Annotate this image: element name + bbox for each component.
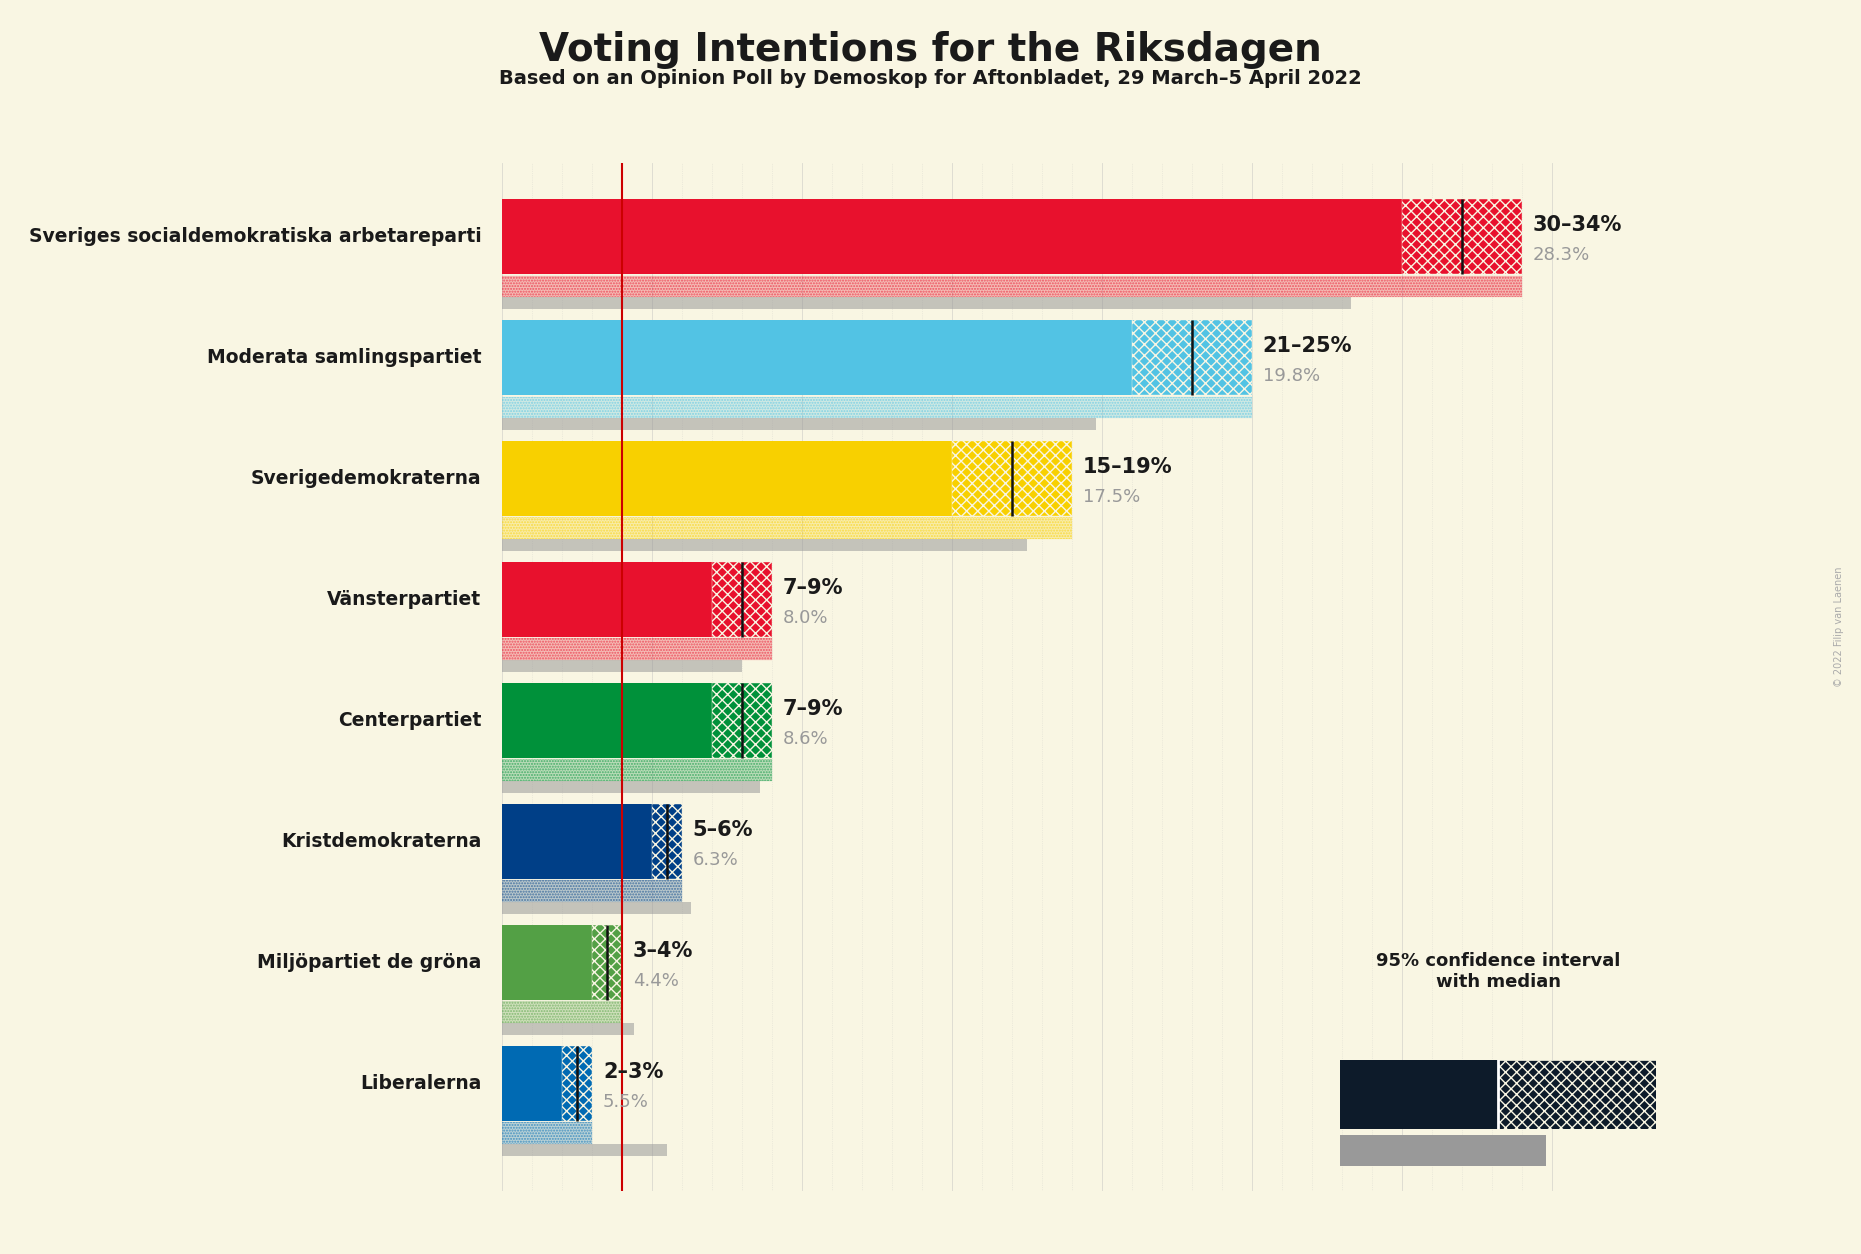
Text: Sverigedemokraterna: Sverigedemokraterna [251, 469, 482, 488]
Bar [502, 1144, 668, 1156]
Text: 28.3%: 28.3% [1532, 246, 1589, 263]
Text: 7–9%: 7–9% [783, 578, 843, 598]
Text: 2–3%: 2–3% [603, 1062, 663, 1081]
Bar [592, 925, 622, 1001]
Text: 4.4%: 4.4% [633, 972, 679, 989]
Bar [1340, 1060, 1498, 1129]
Bar [502, 199, 1401, 275]
Bar [502, 1046, 562, 1121]
Bar [502, 1023, 635, 1036]
Bar [953, 441, 1072, 517]
Bar [502, 1002, 622, 1023]
Text: Liberalerna: Liberalerna [361, 1075, 482, 1093]
Bar [1131, 320, 1252, 395]
Bar [562, 1046, 592, 1121]
Text: Kristdemokraterna: Kristdemokraterna [281, 833, 482, 851]
Bar [502, 320, 1131, 395]
Text: © 2022 Filip van Laenen: © 2022 Filip van Laenen [1833, 567, 1844, 687]
Text: Sveriges socialdemokratiska arbetareparti: Sveriges socialdemokratiska arbetarepart… [28, 227, 482, 246]
Text: 95% confidence interval
with median: 95% confidence interval with median [1375, 952, 1621, 991]
Bar [502, 419, 1096, 430]
Text: 8.6%: 8.6% [783, 730, 828, 747]
Bar [502, 902, 692, 914]
Text: 17.5%: 17.5% [1083, 488, 1141, 505]
Text: 6.3%: 6.3% [692, 850, 739, 869]
Bar [502, 396, 1252, 419]
Bar [502, 1122, 592, 1144]
Text: 5.5%: 5.5% [603, 1092, 649, 1111]
Bar [502, 518, 1072, 539]
Bar [502, 1002, 622, 1023]
Text: 8.0%: 8.0% [783, 609, 828, 627]
Text: 5–6%: 5–6% [692, 820, 754, 840]
Text: 19.8%: 19.8% [1262, 367, 1319, 385]
Bar [653, 804, 683, 879]
Bar [1401, 199, 1522, 275]
Text: Miljöpartiet de gröna: Miljöpartiet de gröna [257, 953, 482, 972]
Text: Last result: Last result [1455, 1135, 1541, 1152]
Bar [502, 276, 1522, 297]
Text: 7–9%: 7–9% [783, 698, 843, 719]
Text: 3–4%: 3–4% [633, 940, 694, 961]
Bar [502, 638, 772, 660]
Bar [1498, 1060, 1656, 1129]
Bar [502, 1122, 592, 1144]
Bar [502, 276, 1522, 297]
Bar [502, 925, 592, 1001]
Text: Centerpartiet: Centerpartiet [339, 711, 482, 730]
Bar [713, 683, 772, 759]
Text: 15–19%: 15–19% [1083, 456, 1172, 477]
Text: Moderata samlingspartiet: Moderata samlingspartiet [207, 349, 482, 367]
Text: 21–25%: 21–25% [1262, 336, 1353, 356]
Bar [502, 441, 953, 517]
Bar [502, 539, 1027, 552]
Bar [502, 804, 653, 879]
Text: Voting Intentions for the Riksdagen: Voting Intentions for the Riksdagen [540, 31, 1321, 69]
Bar [502, 660, 743, 672]
Bar [502, 562, 713, 637]
Text: Based on an Opinion Poll by Demoskop for Aftonbladet, 29 March–5 April 2022: Based on an Opinion Poll by Demoskop for… [499, 69, 1362, 88]
Bar [502, 781, 761, 794]
Bar [502, 880, 683, 902]
Bar [502, 518, 1072, 539]
Text: Vänsterpartiet: Vänsterpartiet [328, 591, 482, 609]
Bar [502, 396, 1252, 419]
Bar [502, 638, 772, 660]
Text: 30–34%: 30–34% [1532, 214, 1621, 234]
Bar [502, 760, 772, 781]
Bar [502, 683, 713, 759]
Bar [713, 562, 772, 637]
Bar [502, 760, 772, 781]
Bar [502, 880, 683, 902]
Bar [502, 297, 1351, 310]
